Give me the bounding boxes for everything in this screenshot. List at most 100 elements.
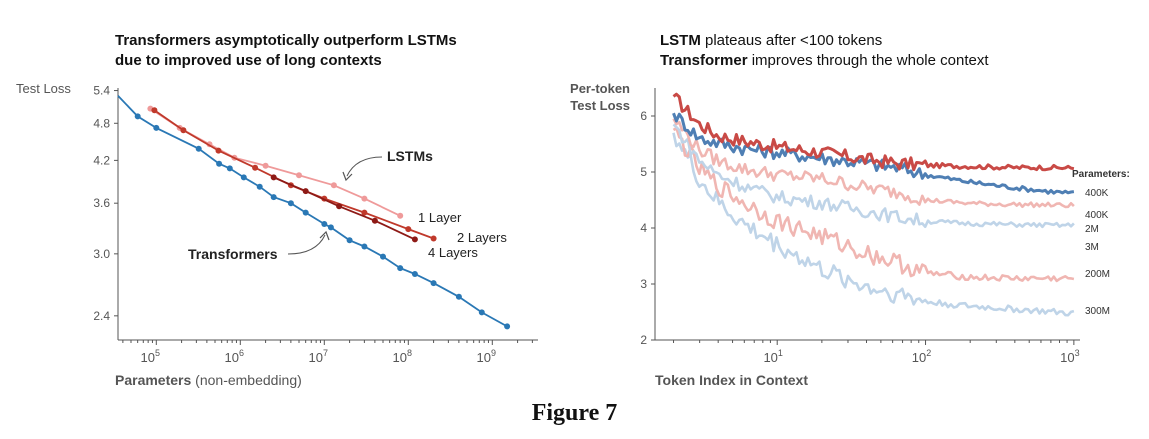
chart2-x-tick-exp: 3: [1075, 348, 1080, 358]
chart1-data-point: [330, 182, 337, 189]
chart2-series: [672, 92, 1075, 317]
chart1-y-ticks: 2.4 3.0 3.6 4.2 4.8 5.4: [93, 84, 118, 323]
chart2-series-end-label: 400K: [1085, 210, 1109, 221]
chart1-series-line: [273, 176, 416, 241]
chart2-x-ticks: 101 102 103: [673, 340, 1080, 365]
chart1-data-point: [215, 147, 222, 154]
chart2-x-tick-exp: 2: [926, 348, 931, 358]
chart1-series: [117, 95, 511, 330]
chart1-data-point: [411, 236, 418, 243]
chart1-y-tick-label: 4.2: [93, 153, 110, 167]
chart2-axes: [654, 88, 1080, 341]
chart1-data-point: [361, 209, 368, 216]
chart2-x-tick-base: 10: [1060, 350, 1074, 365]
chart2-y-tick-label: 5: [640, 165, 647, 179]
chart2-title-line2-rest: improves through the whole context: [748, 52, 990, 69]
chart2-series-line: [672, 118, 1075, 209]
chart1-data-point: [321, 221, 328, 227]
chart1-data-point: [262, 162, 269, 169]
chart2-title-line1: LSTM plateaus after <100 tokens: [660, 32, 882, 49]
chart-transformers-vs-lstms: Transformers asymptotically outperform L…: [16, 32, 538, 388]
chart1-data-point: [346, 237, 353, 244]
chart1-data-point: [252, 164, 259, 171]
chart2-x-tick-label: 102: [912, 348, 931, 365]
chart1-x-tick-base: 10: [141, 350, 155, 365]
lstms-annotation: LSTMs: [387, 148, 433, 164]
chart-per-token-loss: LSTM plateaus after <100 tokens Transfor…: [570, 32, 1130, 388]
chart1-x-ticks: 105 106 107 108 109: [122, 340, 533, 365]
chart2-title-line1-rest: plateaus after <100 tokens: [701, 32, 882, 49]
chart1-data-point: [296, 172, 302, 179]
chart1-data-point: [270, 194, 277, 201]
chart2-y-tick-label: 6: [640, 109, 647, 123]
chart1-title-line1: Transformers asymptotically outperform L…: [115, 32, 457, 49]
chart2-title-line2-bold: Transformer: [660, 52, 748, 69]
chart1-data-point: [430, 280, 437, 287]
chart1-y-axis-label: Test Loss: [16, 81, 71, 96]
lstms-arrow: [346, 156, 383, 177]
chart1-x-tick-label: 106: [225, 348, 244, 365]
chart1-data-point: [180, 127, 187, 134]
chart1-data-point: [504, 323, 511, 330]
transformers-annotation: Transformers: [188, 246, 278, 262]
chart1-y-tick-label: 4.8: [93, 116, 110, 130]
chart2-y-tick-label: 3: [640, 277, 647, 291]
chart1-data-point: [302, 209, 309, 216]
chart1-x-tick-exp: 7: [323, 348, 328, 358]
chart2-x-tick-label: 101: [763, 348, 782, 365]
series-label-2-layers: 2 Layers: [457, 230, 507, 245]
chart1-data-point: [153, 124, 160, 131]
chart1-title-line2: due to improved use of long contexts: [115, 52, 382, 69]
chart1-data-point: [256, 183, 263, 190]
chart1-x-tick-label: 107: [309, 348, 328, 365]
chart2-series-end-label: 200M: [1085, 269, 1110, 280]
chart2-y-axis-label-line1: Per-token: [570, 81, 630, 96]
chart2-series-line: [672, 126, 1075, 283]
chart1-x-axis-label: Parameters (non-embedding): [115, 372, 302, 388]
chart1-data-point: [240, 174, 247, 181]
chart2-series-line: [672, 132, 1075, 317]
chart1-data-point: [134, 113, 141, 120]
chart2-y-tick-label: 4: [640, 221, 647, 235]
chart1-x-axis-label-bold: Parameters: [115, 372, 191, 388]
chart1-x-tick-exp: 9: [491, 348, 496, 358]
chart1-data-point: [151, 107, 158, 114]
chart2-x-axis-label: Token Index in Context: [655, 372, 808, 388]
chart1-y-tick-label: 3.6: [93, 196, 110, 210]
chart1-data-point: [397, 265, 404, 272]
lstms-arrowhead: [342, 171, 353, 182]
chart1-data-point: [405, 226, 412, 233]
chart2-series-line: [672, 92, 1075, 172]
series-label-1-layer: 1 Layer: [418, 210, 462, 225]
transformers-arrow: [287, 234, 326, 255]
chart2-y-tick-label: 2: [640, 333, 647, 347]
chart1-data-point: [411, 271, 418, 277]
chart1-x-tick-exp: 6: [239, 348, 244, 358]
chart1-data-point: [361, 195, 368, 202]
chart1-data-point: [195, 145, 202, 152]
chart1-data-point: [361, 243, 368, 250]
chart2-series-line: [672, 112, 1075, 195]
chart2-series-end-label: 300M: [1085, 306, 1110, 317]
chart2-series-end-label: 3M: [1085, 242, 1099, 253]
chart2-legend-title: Parameters:: [1072, 169, 1130, 180]
chart2-end-labels: 400K 400K 2M 3M 200M 300M: [1085, 188, 1110, 317]
chart2-x-tick-exp: 1: [778, 348, 783, 358]
chart1-data-point: [455, 293, 462, 300]
chart1-data-point: [371, 217, 378, 224]
chart2-series-end-label: 2M: [1085, 224, 1099, 235]
chart1-y-tick-label: 2.4: [93, 309, 110, 323]
chart2-series-line: [672, 123, 1075, 229]
chart1-data-point: [216, 160, 223, 167]
series-label-4-layers: 4 Layers: [428, 245, 478, 260]
chart1-axes: [117, 88, 538, 341]
chart1-data-point: [270, 174, 277, 181]
chart1-data-point: [327, 224, 334, 231]
chart1-y-tick-label: 5.4: [93, 84, 110, 98]
chart1-data-point: [302, 188, 309, 195]
chart1-x-tick-label: 108: [393, 348, 412, 365]
chart1-series-line: [117, 95, 508, 328]
chart2-y-ticks: 2 3 4 5 6: [640, 109, 655, 347]
chart1-data-point: [287, 200, 294, 207]
